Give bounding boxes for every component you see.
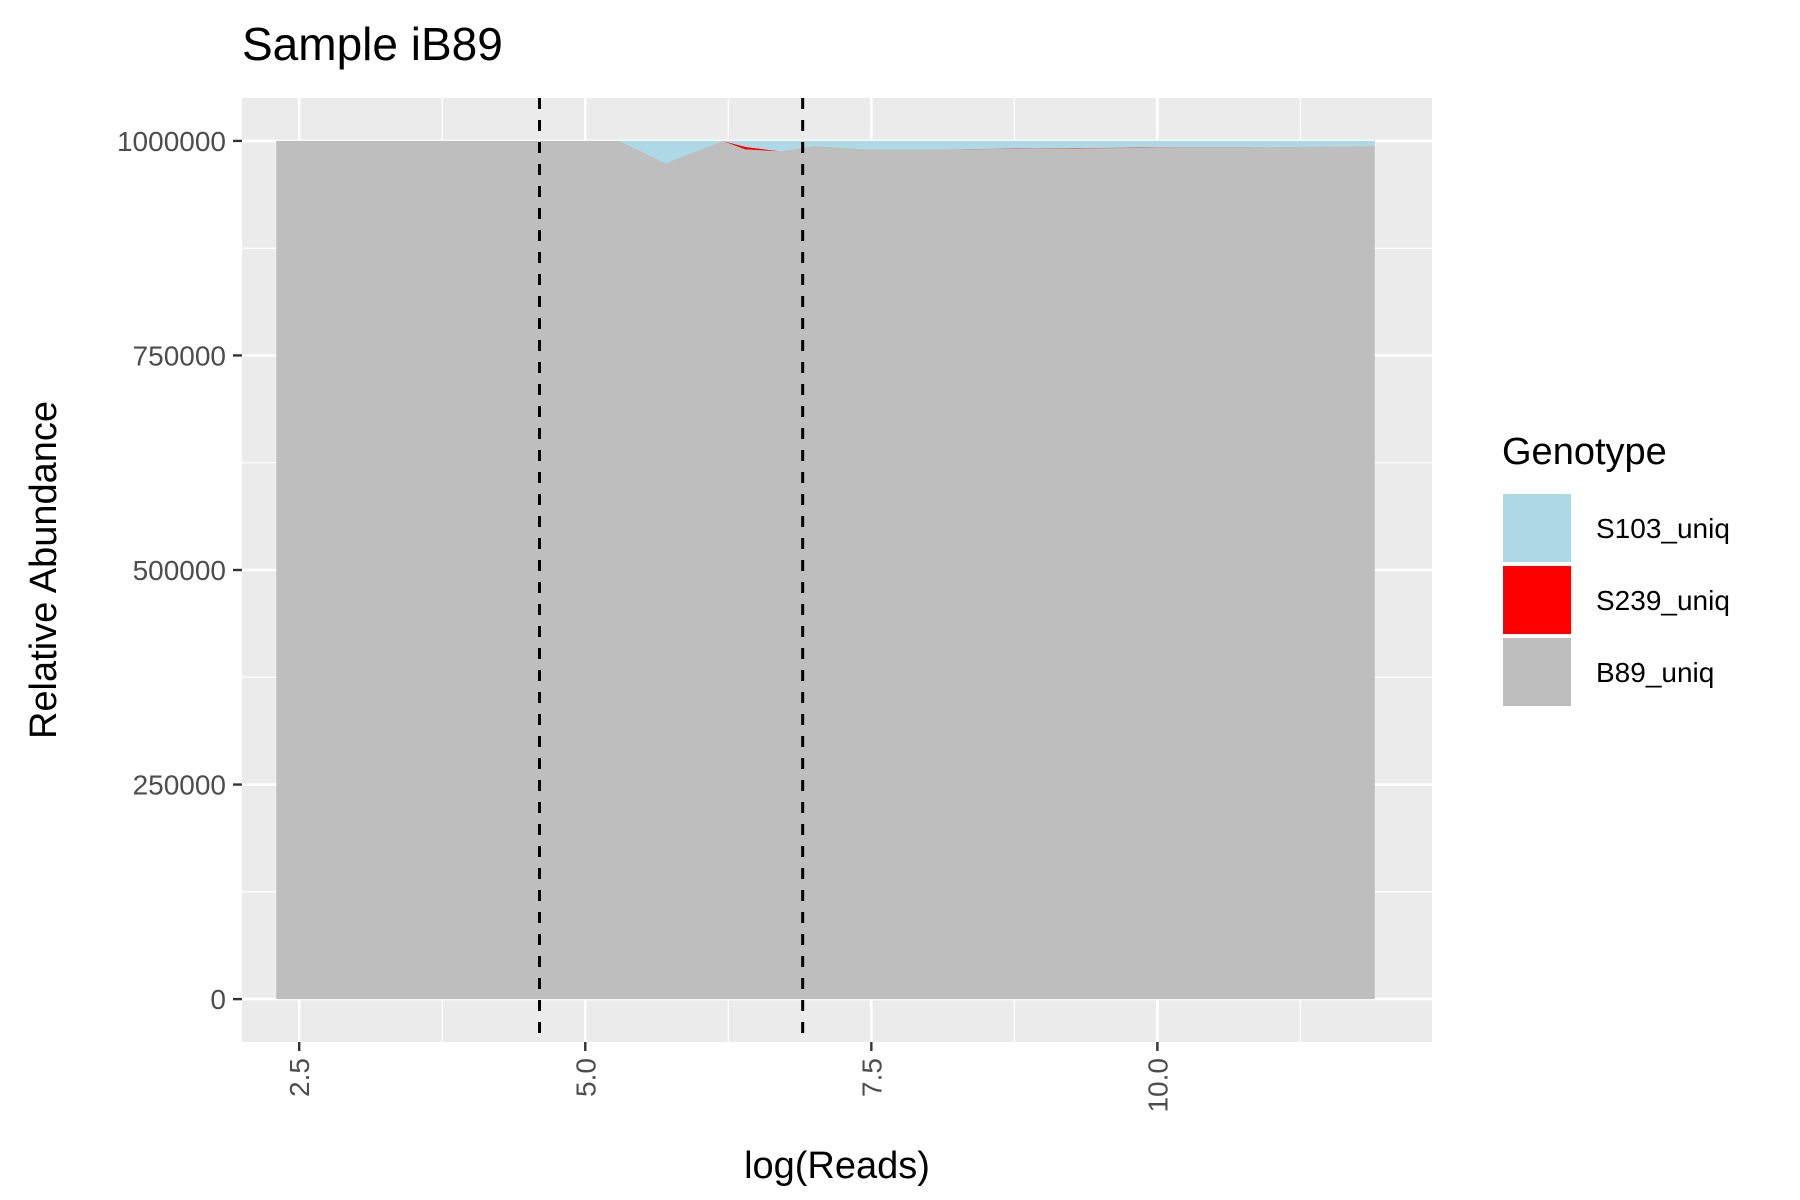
legend-label-s239-uniq: S239_uniq: [1596, 585, 1730, 616]
y-tick-label: 500000: [133, 555, 226, 586]
series-areas: [276, 140, 1375, 1000]
y-axis: 0 250000 500000 750000 1000000: [117, 126, 242, 1015]
x-axis: 2.5 5.0 7.5 10.0: [284, 1042, 1173, 1113]
x-tick-label: 7.5: [856, 1058, 887, 1097]
legend-key-s239-uniq: [1501, 564, 1573, 636]
area-s103-uniq: [276, 140, 1375, 164]
legend-key-s103-uniq: [1501, 492, 1573, 564]
y-tick-label: 1000000: [117, 126, 226, 157]
legend-label-b89-uniq: B89_uniq: [1596, 657, 1714, 688]
y-tick-label: 0: [210, 984, 226, 1015]
area-b89-uniq: [276, 140, 1375, 1000]
legend-label-s103-uniq: S103_uniq: [1596, 513, 1730, 544]
legend: Genotype S103_uniq S239_uniq B89_uniq: [1501, 431, 1730, 708]
legend-title: Genotype: [1502, 431, 1667, 473]
x-tick-label: 2.5: [284, 1058, 315, 1097]
x-axis-title: log(Reads): [744, 1145, 930, 1187]
y-axis-title: Relative Abundance: [23, 401, 65, 739]
y-tick-label: 750000: [133, 340, 226, 371]
legend-key-b89-uniq: [1501, 636, 1573, 708]
y-tick-label: 250000: [133, 770, 226, 801]
reference-lines: [538, 98, 805, 1042]
x-tick-label: 10.0: [1142, 1058, 1173, 1113]
x-tick-label: 5.0: [570, 1058, 601, 1097]
chart-title: Sample iB89: [242, 18, 503, 70]
